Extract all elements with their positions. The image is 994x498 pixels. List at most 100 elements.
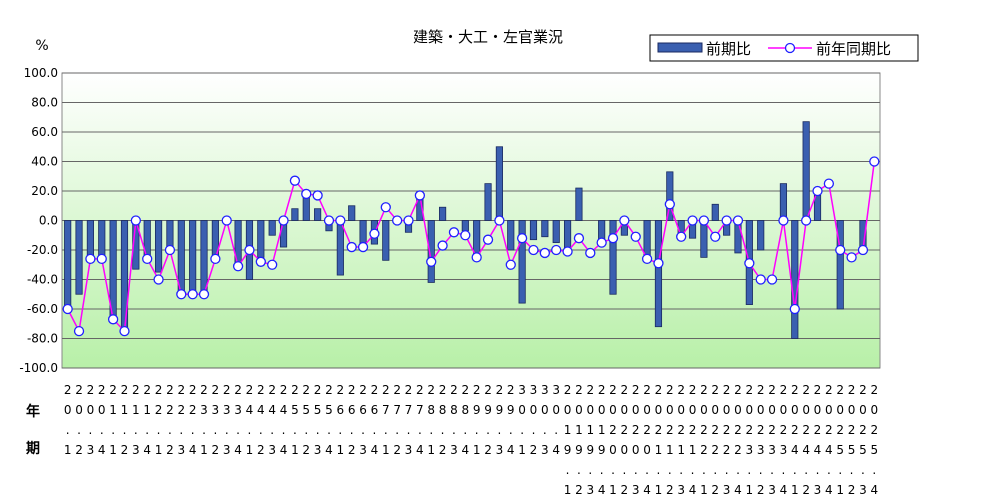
bar [189, 220, 197, 295]
marker [244, 244, 255, 256]
x-tick-label: 20.2 [72, 383, 86, 463]
x-tick-label: 28.1 [424, 383, 438, 463]
marker [766, 274, 778, 285]
bar [75, 220, 83, 295]
x-tick-label: 24.1 [242, 383, 256, 463]
x-tick-label: 29.1 [470, 383, 484, 463]
y-tick-label: 20.0 [31, 184, 58, 198]
marker [198, 289, 210, 300]
marker [323, 215, 335, 226]
y-tick-label: 40.0 [31, 155, 58, 169]
bar [563, 220, 572, 251]
marker [812, 185, 823, 197]
bar [552, 220, 560, 244]
marker [698, 215, 710, 226]
marker [153, 274, 164, 285]
marker [755, 274, 766, 285]
marker [414, 190, 426, 201]
marker [357, 241, 369, 253]
marker [335, 215, 346, 226]
bar [529, 220, 538, 241]
marker [232, 261, 244, 272]
x-tick-label: 28.3 [447, 383, 461, 463]
marker [505, 259, 516, 270]
x-tick-label: 25.1 [288, 383, 302, 463]
marker [130, 215, 141, 226]
marker [528, 244, 539, 256]
y-tick-label: 80.0 [31, 96, 58, 110]
marker [789, 303, 800, 315]
marker [630, 231, 641, 242]
bar [654, 220, 663, 328]
x-tick-label: 21.3 [129, 383, 143, 463]
x-tick-label: 26.4 [367, 383, 381, 463]
bar [382, 220, 390, 261]
x-tick-label: 2019.4 [595, 383, 609, 498]
x-tick-label: 22.2 [163, 383, 177, 463]
marker [778, 215, 789, 226]
bar [643, 220, 651, 258]
marker [119, 325, 130, 337]
legend-marker [784, 42, 796, 54]
x-tick-label: 2024.1 [788, 383, 802, 498]
marker [494, 215, 505, 226]
bar [291, 208, 299, 221]
x-tick-label: 28.4 [458, 383, 472, 463]
marker [164, 244, 176, 256]
bar [64, 220, 72, 307]
x-tick-label: 2021.4 [686, 383, 700, 498]
x-tick-label: 26.2 [345, 383, 359, 463]
x-tick-label: 28.2 [436, 383, 450, 463]
x-tick-label: 2024.2 [799, 383, 813, 498]
bar [575, 187, 583, 221]
marker [380, 202, 391, 213]
bar [779, 183, 788, 221]
marker [85, 253, 96, 265]
marker [312, 190, 323, 201]
bar [154, 220, 163, 273]
bar [791, 220, 799, 339]
marker [73, 325, 85, 337]
y-tick-label: -60.0 [27, 302, 58, 316]
y-unit: % [35, 38, 48, 54]
x-tick-label: 25.4 [322, 383, 336, 463]
marker [96, 253, 107, 265]
marker [482, 234, 494, 245]
bar [336, 220, 344, 276]
marker [721, 215, 732, 226]
x-tick-label: 20.1 [61, 383, 75, 463]
marker [448, 227, 460, 238]
x-tick-label: 29.2 [481, 383, 495, 463]
bar [609, 220, 617, 295]
bar [757, 220, 765, 251]
y-tick-label: -20.0 [27, 243, 58, 257]
x-tick-label: 26.1 [333, 383, 347, 463]
x-tick-label: 23.3 [220, 383, 234, 463]
x-tick-label: 2025.1 [833, 383, 847, 498]
x-tick-label: 30.1 [515, 383, 529, 463]
x-tick-label: 2025.4 [867, 383, 881, 498]
bar [802, 121, 810, 221]
bar [484, 183, 492, 221]
x-tick-label: 30.3 [538, 383, 552, 463]
marker [687, 215, 698, 226]
y-tick-label: 100.0 [24, 66, 58, 80]
x-tick-label: 2019.2 [572, 383, 586, 498]
marker [676, 231, 687, 242]
bar [507, 220, 515, 251]
bar [461, 220, 469, 232]
marker [267, 259, 278, 270]
marker [369, 228, 380, 239]
marker [392, 215, 403, 226]
x-tick-label: 27.1 [379, 383, 393, 463]
marker [403, 215, 414, 226]
bar [666, 171, 674, 221]
bar [439, 206, 447, 221]
x-tick-label: 21.2 [117, 383, 131, 463]
legend-label: 前期比 [706, 40, 751, 58]
bar [541, 220, 549, 238]
marker [187, 289, 198, 300]
x-tick-label: 2021.1 [651, 383, 665, 498]
bar [427, 220, 435, 283]
x-tick-label: 20.4 [95, 383, 109, 463]
